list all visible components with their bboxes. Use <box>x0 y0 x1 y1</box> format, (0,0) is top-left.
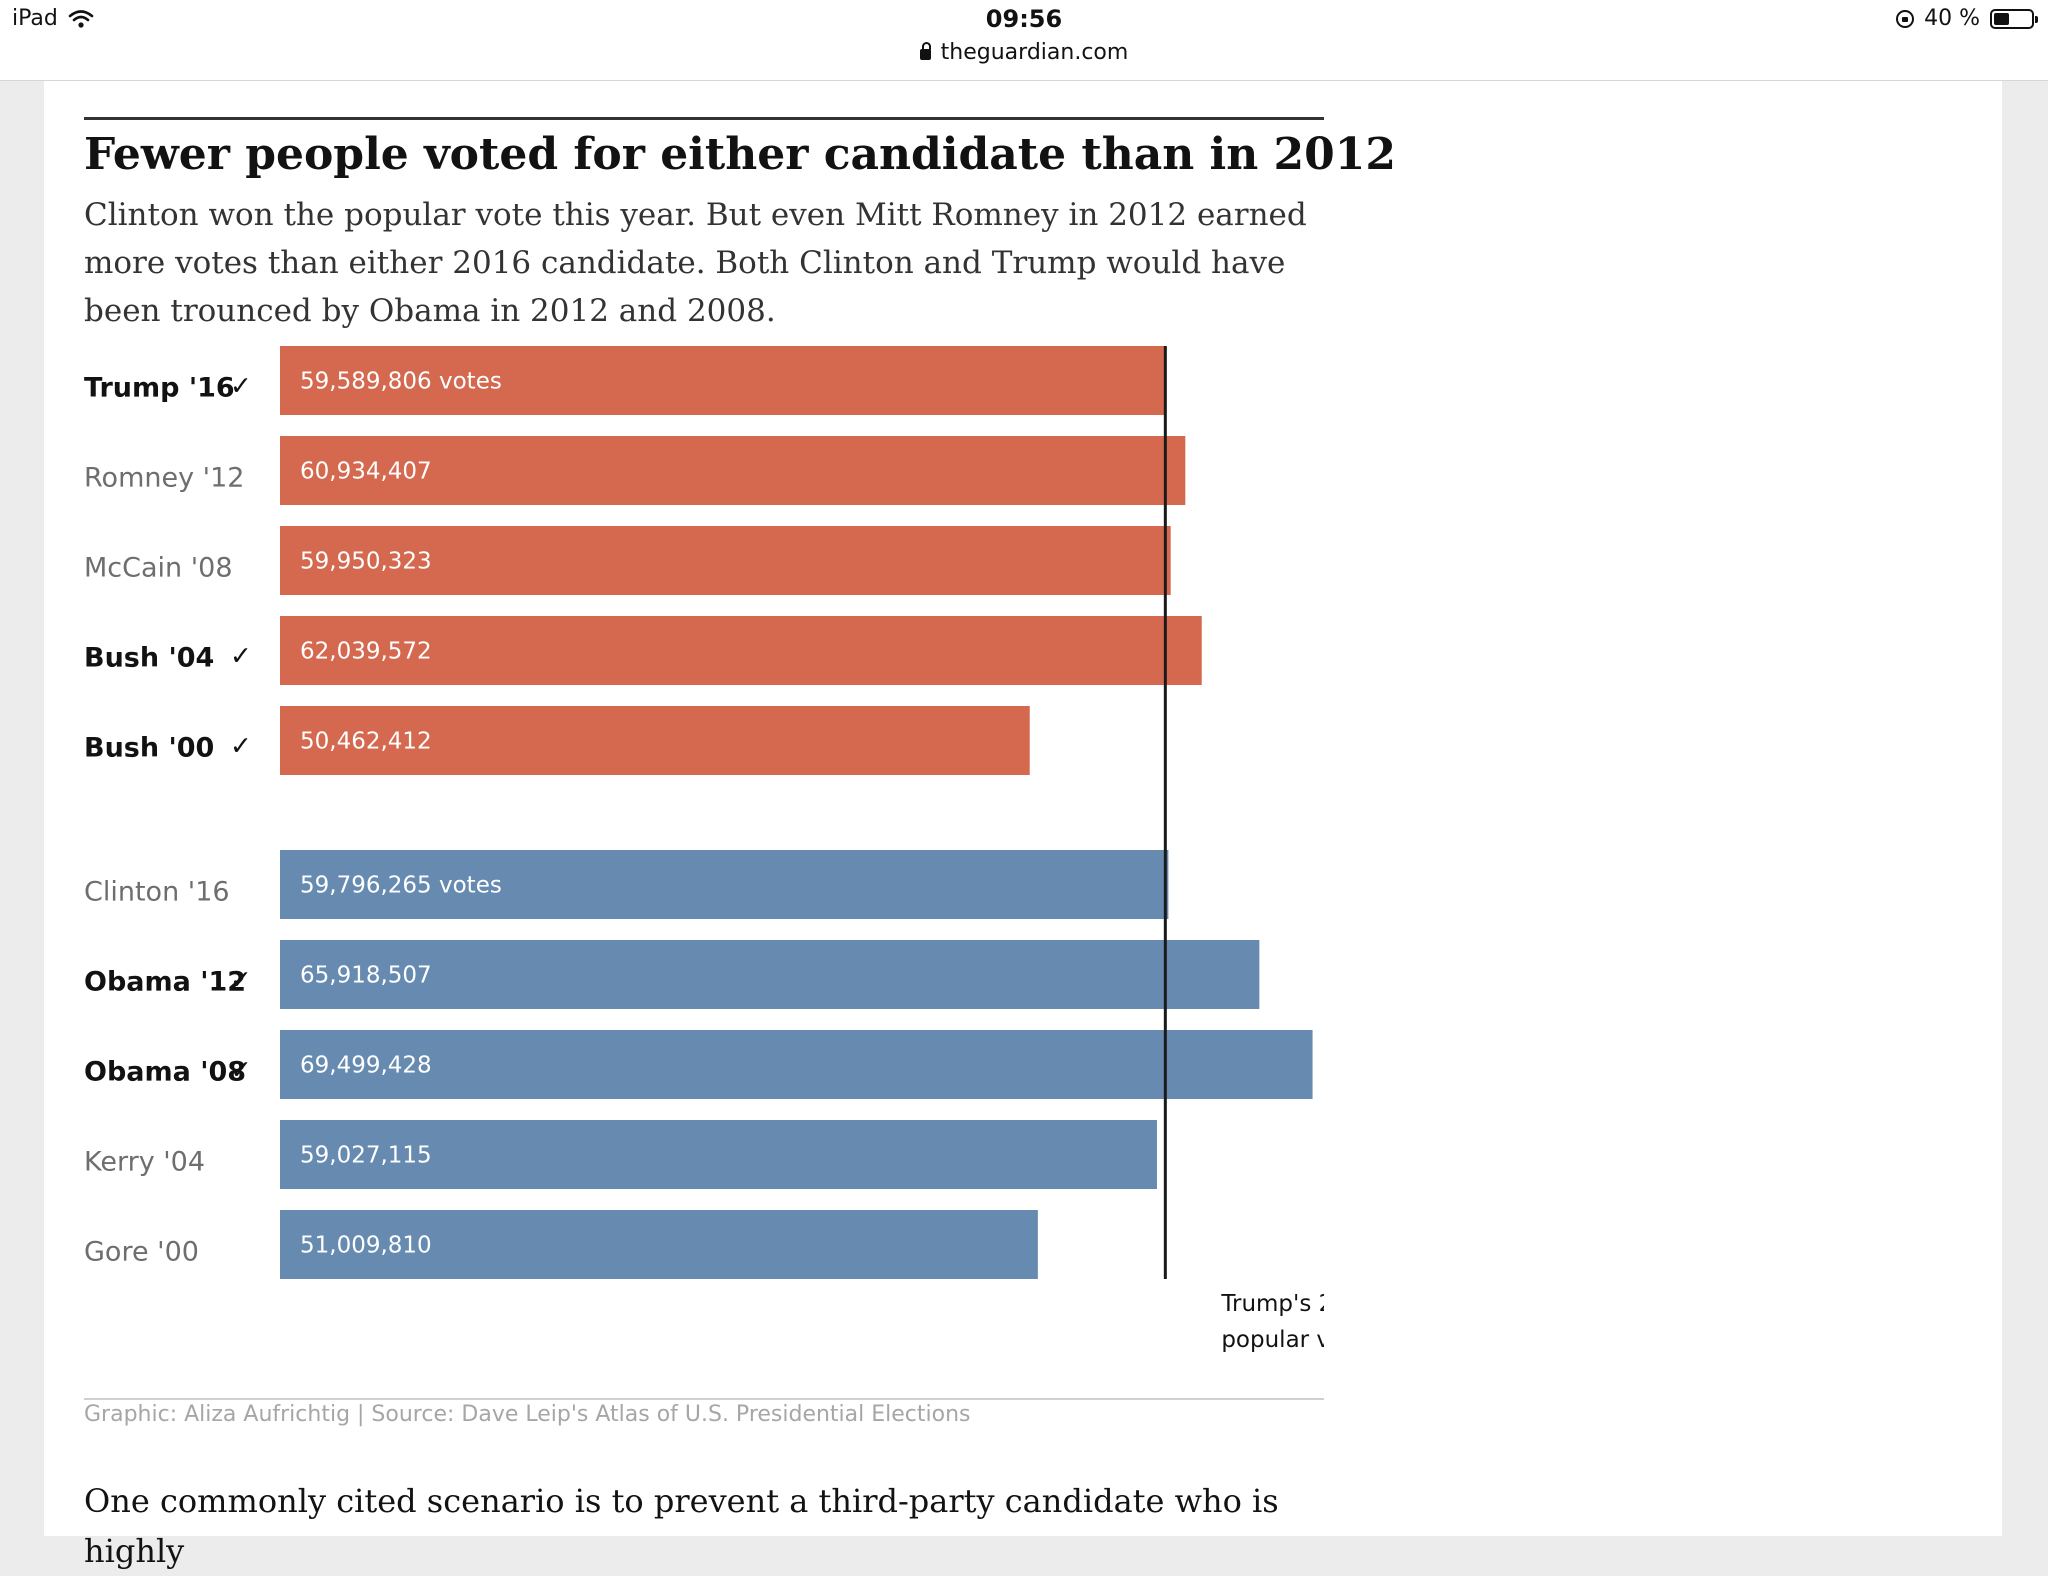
device-name: iPad <box>12 6 58 31</box>
status-right: 40 % <box>1896 6 2038 31</box>
category-label: Kerry '04 <box>84 1147 205 1178</box>
category-label: Trump '16 <box>84 373 235 404</box>
bar <box>280 706 1030 775</box>
bar-value-label: 59,589,806 votes <box>300 369 502 395</box>
winner-check-icon: ✓ <box>230 732 252 762</box>
bar <box>280 940 1260 1009</box>
bar <box>280 616 1202 685</box>
battery-percent: 40 % <box>1924 6 1980 31</box>
bar <box>280 436 1186 505</box>
bar-value-label: 59,950,323 <box>300 549 432 575</box>
address-bar[interactable]: theguardian.com <box>0 40 2048 65</box>
bar-value-label: 50,462,412 <box>300 729 432 755</box>
bar-value-label: 65,918,507 <box>300 963 432 989</box>
reference-line-label: Trump's 2016 <box>1220 1291 1324 1317</box>
chart-top-rule <box>84 117 1324 120</box>
bar <box>280 346 1166 415</box>
bar <box>280 850 1169 919</box>
category-label: Obama '08 <box>84 1057 246 1088</box>
wifi-icon <box>68 9 94 28</box>
url-text[interactable]: theguardian.com <box>940 40 1129 65</box>
bar <box>280 1030 1313 1099</box>
winner-check-icon: ✓ <box>230 1056 252 1086</box>
status-left: iPad <box>12 6 94 31</box>
rotation-lock-icon <box>1896 9 1915 28</box>
category-label: Romney '12 <box>84 463 244 494</box>
bar-value-label: 59,796,265 votes <box>300 873 502 899</box>
chart-title: Fewer people voted for either candidate … <box>84 129 1397 180</box>
bar <box>280 1210 1038 1279</box>
category-label: Bush '00 <box>84 733 214 764</box>
winner-check-icon: ✓ <box>230 372 252 402</box>
lock-icon <box>919 42 931 60</box>
bar-value-label: 59,027,115 <box>300 1143 432 1169</box>
status-bar: iPad 09:56 theguardian.com 40 % <box>0 0 2048 81</box>
battery-icon <box>1990 8 2038 29</box>
article: Fewer people voted for either candidate … <box>44 81 2002 1570</box>
bar-value-label: 62,039,572 <box>300 639 432 665</box>
category-label: McCain '08 <box>84 553 233 584</box>
chart-credit: Graphic: Aliza Aufrichtig | Source: Dave… <box>84 1402 971 1427</box>
chart-bottom-rule <box>84 1398 1324 1400</box>
category-label: Clinton '16 <box>84 877 230 908</box>
clock: 09:56 <box>985 5 1063 33</box>
winner-check-icon: ✓ <box>230 966 252 996</box>
bar-value-label: 51,009,810 <box>300 1233 432 1259</box>
category-label: Bush '04 <box>84 643 214 674</box>
category-label: Obama '12 <box>84 967 246 998</box>
bar <box>280 526 1171 595</box>
winner-check-icon: ✓ <box>230 642 252 672</box>
reference-line-label: popular vote <box>1221 1327 1324 1353</box>
bar <box>280 1120 1157 1189</box>
category-label: Gore '00 <box>84 1237 199 1268</box>
chart-subtitle: Clinton won the popular vote this year. … <box>84 197 1307 329</box>
article-paragraph: One commonly cited scenario is to preven… <box>84 1482 1279 1570</box>
bar-value-label: 60,934,407 <box>300 459 432 485</box>
bar-value-label: 69,499,428 <box>300 1053 432 1079</box>
